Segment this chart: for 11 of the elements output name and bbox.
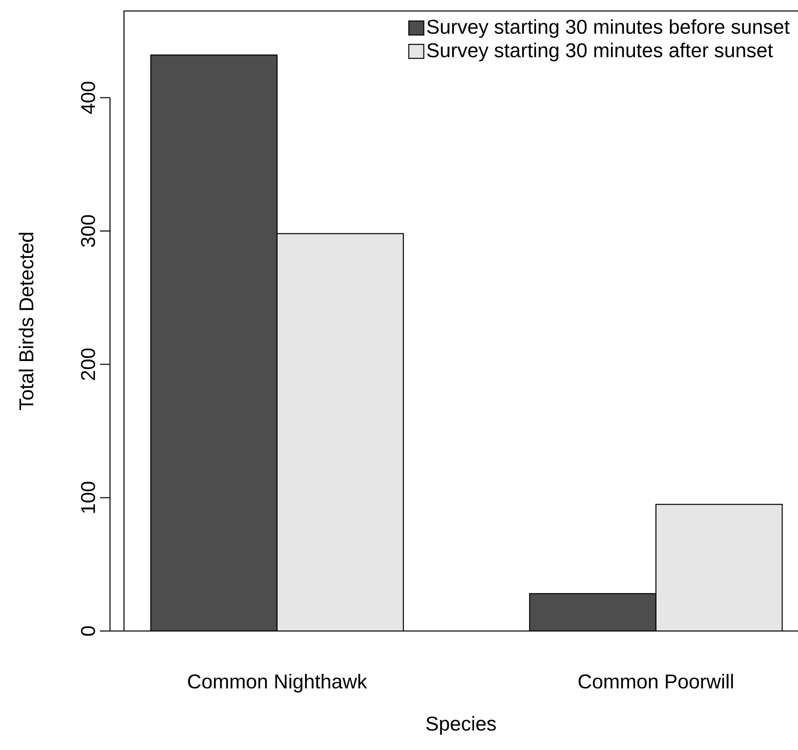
x-tick-label: Common Nighthawk: [188, 674, 368, 693]
y-tick-label: 300: [80, 215, 96, 247]
x-tick-label: Common Poorwill: [578, 674, 733, 689]
y-tick-label: 200: [80, 348, 96, 380]
y-tick-label: 100: [80, 482, 96, 513]
legend-label: Survey starting 30 minutes before sunset: [427, 19, 790, 38]
y-axis-title: Total Birds Detected: [18, 232, 34, 410]
y-tick-label: 0: [80, 626, 96, 636]
y-tick-label: 400: [80, 82, 96, 114]
legend-label: Survey starting 30 minutes after sunset: [427, 42, 773, 62]
x-axis-title: Species: [426, 716, 496, 735]
